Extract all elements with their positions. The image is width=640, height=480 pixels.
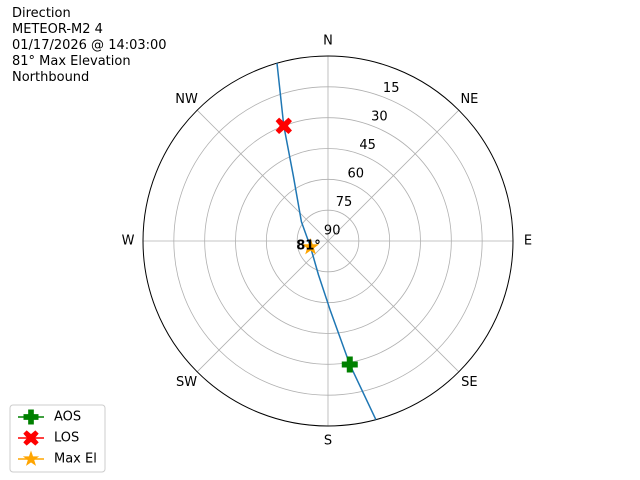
title-line: 81° Max Elevation (12, 54, 131, 69)
annotation: 81° (296, 239, 321, 254)
legend-marker (23, 409, 39, 425)
radial-tick-label: 75 (336, 195, 353, 210)
legend-label: LOS (54, 431, 79, 446)
direction-label: SW (176, 375, 197, 390)
legend-label: Max El (54, 452, 97, 467)
direction-label: W (122, 234, 135, 249)
legend-marker (22, 450, 40, 466)
title-line: Direction (12, 6, 71, 21)
radial-tick-label: 45 (359, 138, 376, 153)
grid-spoke (196, 109, 329, 242)
marker (341, 356, 358, 373)
direction-label: N (323, 34, 333, 49)
marker (301, 237, 320, 255)
radial-tick-label: 30 (371, 109, 388, 124)
grid-spoke (327, 240, 460, 373)
direction-label: SE (461, 375, 477, 390)
legend-label: AOS (54, 410, 81, 425)
legend: AOS LOS Max El (9, 404, 106, 473)
title-line: METEOR-M2 4 (12, 22, 103, 37)
direction-label: E (524, 234, 532, 249)
direction-label: S (324, 434, 332, 449)
radial-tick-label: 90 (324, 223, 341, 238)
grid-spoke (327, 109, 460, 242)
grid-spoke (196, 240, 329, 373)
polar-spine (142, 55, 514, 427)
radial-tick-label: 15 (383, 81, 400, 96)
direction-label: NE (460, 92, 478, 107)
title-line: 01/17/2026 @ 14:03:00 (12, 38, 167, 53)
radial-tick-label: 60 (348, 166, 365, 181)
direction-label: NW (175, 92, 198, 107)
track-line (276, 63, 377, 421)
title-line: Northbound (12, 70, 89, 85)
marker (275, 117, 292, 135)
legend-marker (23, 430, 39, 446)
